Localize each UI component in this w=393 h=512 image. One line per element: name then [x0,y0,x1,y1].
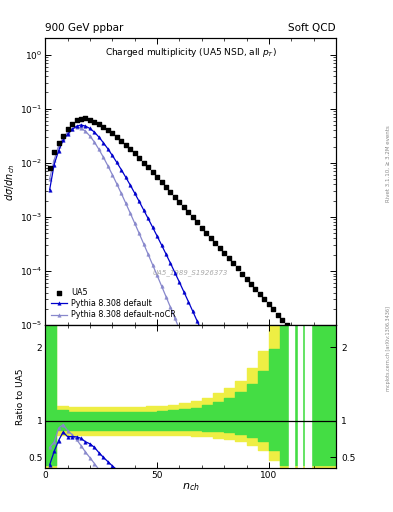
UA5 [230,259,236,267]
UA5 [127,145,133,153]
UA5 [69,120,75,128]
X-axis label: $n_{ch}$: $n_{ch}$ [182,482,200,494]
Pythia 8.308 default-noCR [123,200,128,206]
Pythia 8.308 default [79,122,83,128]
UA5 [261,295,268,303]
UA5 [279,315,285,324]
UA5 [123,141,129,149]
UA5 [275,310,281,318]
UA5 [212,239,219,247]
Pythia 8.308 default-noCR [186,348,191,354]
UA5 [217,244,223,252]
Pythia 8.308 default [97,134,101,140]
Pythia 8.308 default-noCR [47,176,52,182]
UA5 [60,132,66,140]
UA5 [136,154,142,162]
Y-axis label: Ratio to UA5: Ratio to UA5 [16,369,25,425]
UA5 [208,233,214,242]
UA5 [87,116,93,124]
UA5 [190,213,196,221]
UA5 [198,223,205,231]
UA5 [320,362,326,370]
UA5 [51,148,57,156]
UA5 [288,326,294,334]
Text: UA5_1989_S1926373: UA5_1989_S1926373 [153,270,228,276]
UA5 [109,129,116,137]
Text: Soft QCD: Soft QCD [288,23,336,33]
UA5 [96,120,102,128]
UA5 [82,114,88,122]
UA5 [140,159,147,167]
UA5 [46,164,53,172]
UA5 [181,203,187,211]
UA5 [73,116,80,124]
UA5 [284,321,290,329]
Pythia 8.308 default [137,198,141,204]
Pythia 8.308 default-noCR [217,426,222,432]
Text: Rivet 3.1.10, ≥ 3.2M events: Rivet 3.1.10, ≥ 3.2M events [386,125,391,202]
Text: Charged multiplicity (UA5 NSD, all $p_T$): Charged multiplicity (UA5 NSD, all $p_T$… [105,46,277,58]
Line: Pythia 8.308 default-noCR: Pythia 8.308 default-noCR [48,125,324,512]
UA5 [172,193,178,201]
UA5 [78,115,84,123]
UA5 [118,137,125,145]
UA5 [194,218,200,226]
UA5 [221,249,227,257]
UA5 [310,352,317,360]
Text: 900 GeV ppbar: 900 GeV ppbar [45,23,123,33]
UA5 [248,280,254,288]
UA5 [226,254,232,262]
UA5 [315,357,321,365]
Text: mcplots.cern.ch [arXiv:1306.3436]: mcplots.cern.ch [arXiv:1306.3436] [386,306,391,391]
UA5 [270,305,277,313]
Line: Pythia 8.308 default: Pythia 8.308 default [48,123,315,512]
UA5 [306,347,312,355]
Legend: UA5, Pythia 8.308 default, Pythia 8.308 default-noCR: UA5, Pythia 8.308 default, Pythia 8.308 … [48,285,179,323]
UA5 [154,173,160,181]
UA5 [297,336,303,345]
UA5 [252,285,259,293]
Pythia 8.308 default [217,369,222,375]
UA5 [176,198,183,206]
UA5 [235,264,241,272]
UA5 [100,122,107,131]
Pythia 8.308 default [128,182,132,188]
Pythia 8.308 default-noCR [74,124,79,131]
UA5 [203,228,209,237]
UA5 [239,269,245,278]
UA5 [114,133,120,141]
UA5 [149,168,156,176]
Pythia 8.308 default [47,186,52,193]
UA5 [145,163,151,172]
UA5 [158,178,165,186]
UA5 [293,331,299,339]
Y-axis label: $d\sigma/dn_{ch}$: $d\sigma/dn_{ch}$ [4,163,17,201]
UA5 [163,183,169,191]
UA5 [91,117,97,125]
Pythia 8.308 default-noCR [105,163,110,169]
UA5 [64,124,71,133]
UA5 [132,149,138,157]
Pythia 8.308 default [119,166,124,173]
UA5 [185,208,191,217]
UA5 [266,300,272,308]
UA5 [243,274,250,283]
UA5 [257,290,263,298]
Pythia 8.308 default-noCR [70,125,74,132]
UA5 [167,188,174,196]
UA5 [301,342,308,350]
UA5 [55,139,62,147]
Pythia 8.308 default [141,207,146,213]
UA5 [105,125,111,134]
